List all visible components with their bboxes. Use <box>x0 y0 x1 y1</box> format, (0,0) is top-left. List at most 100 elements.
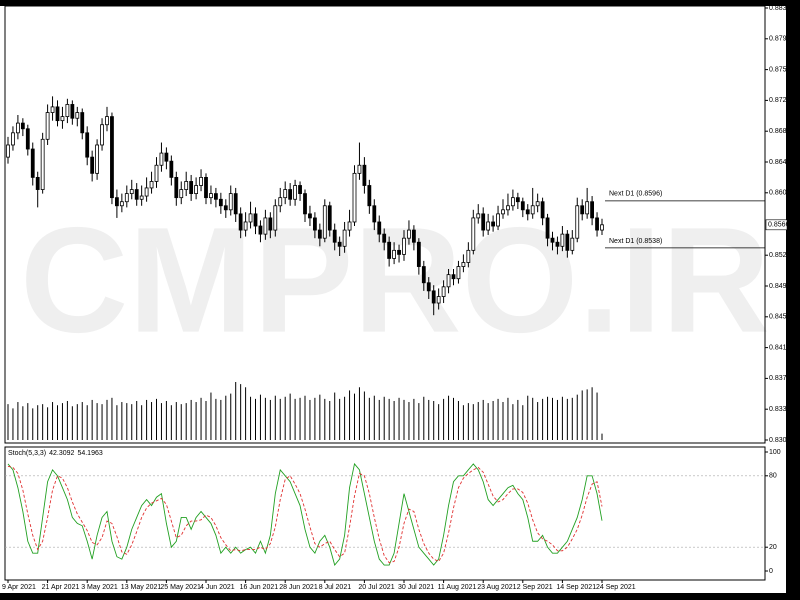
candle-body <box>268 217 273 231</box>
candle-body <box>204 176 208 199</box>
candle-body <box>312 217 317 231</box>
stoch-value: 54.1963 <box>77 450 102 457</box>
candle-body <box>476 213 481 219</box>
candle-body <box>20 122 25 130</box>
x-tick-label: 28 Jun 2021 <box>279 584 318 591</box>
candle-body <box>169 160 174 178</box>
candle-body <box>308 213 312 219</box>
background <box>0 6 786 593</box>
candle-body <box>407 229 411 239</box>
candle-body <box>80 112 85 134</box>
y-tick-label: 100 <box>769 449 781 456</box>
y-tick-label: 0.86440 <box>769 159 794 166</box>
candle-body <box>189 181 194 195</box>
candle-body <box>248 213 253 223</box>
candle-body <box>491 221 496 227</box>
candle-body <box>332 229 337 243</box>
candle-body <box>273 205 278 231</box>
y-tick-label: 0.83770 <box>769 375 794 382</box>
candle-body <box>278 197 283 207</box>
candle-body <box>243 221 248 231</box>
candle-body <box>164 152 169 162</box>
y-tick-label: 0.84150 <box>769 344 794 351</box>
candle-body <box>550 237 555 243</box>
y-tick-label: 80 <box>769 473 777 480</box>
candle-body <box>590 201 594 219</box>
candle-body <box>159 152 164 166</box>
x-tick-label: 2 Sep 2021 <box>517 584 553 591</box>
y-tick-label: 0 <box>769 568 773 575</box>
candle-body <box>496 213 500 227</box>
candle-body <box>327 205 332 231</box>
candle-body <box>258 225 263 235</box>
y-tick-label: 0.84530 <box>769 314 794 321</box>
candle-body <box>367 185 372 207</box>
y-tick-label: 0.87580 <box>769 66 794 73</box>
candle-body <box>218 198 223 207</box>
candle-body <box>426 282 431 292</box>
x-tick-label: 8 Jul 2021 <box>319 584 351 591</box>
candle-body <box>595 217 599 231</box>
candle-body <box>357 164 362 174</box>
candle-body <box>90 156 95 174</box>
candle-body <box>95 144 99 174</box>
candle-body <box>421 266 426 284</box>
candle-body <box>461 262 466 267</box>
candle-body <box>585 201 590 215</box>
candle-body <box>416 241 421 267</box>
y-tick-label: 0.83390 <box>769 406 794 413</box>
candle-body <box>228 193 233 211</box>
candle-body <box>115 197 119 207</box>
x-tick-label: 9 Apr 2021 <box>2 584 36 591</box>
candle-body <box>530 205 535 215</box>
candle-body <box>60 116 65 122</box>
candle-body <box>545 217 550 239</box>
candle-body <box>100 124 104 146</box>
candle-body <box>317 229 322 239</box>
candle-body <box>402 237 406 255</box>
candle-body <box>110 116 114 199</box>
candle-body <box>352 172 357 223</box>
candle-body <box>382 233 387 243</box>
candle-body <box>362 164 367 186</box>
stoch-title: Stoch(5,3,3) <box>8 450 46 457</box>
stoch-line <box>7 462 603 566</box>
candle-body <box>263 217 268 235</box>
candle-body <box>555 241 560 247</box>
candle-body <box>322 205 327 239</box>
candle-body <box>570 237 575 251</box>
candle-body <box>436 296 441 304</box>
candle-body <box>6 144 10 158</box>
candle-body <box>199 176 203 186</box>
candle-body <box>238 213 243 231</box>
candle-body <box>85 132 90 158</box>
candle-body <box>283 189 288 199</box>
candle-body <box>174 176 179 199</box>
candle-body <box>431 290 436 304</box>
candle-body <box>466 249 471 263</box>
x-tick-label: 21 Apr 2021 <box>42 584 80 591</box>
candle-body <box>75 112 80 119</box>
candle-body <box>575 205 580 239</box>
candle-body <box>565 233 570 251</box>
candle-body <box>293 185 298 200</box>
candle-body <box>30 148 35 178</box>
candle-body <box>70 104 75 119</box>
candle-body <box>184 181 189 190</box>
candle-body <box>510 197 515 207</box>
y-tick-label: 0.84910 <box>769 283 794 290</box>
y-tick-label: 0.86060 <box>769 190 794 197</box>
x-tick-label: 13 May 2021 <box>121 584 162 591</box>
stoch-value: 42.3092 <box>49 450 74 457</box>
candle-body <box>129 189 134 195</box>
candle-body <box>303 193 307 215</box>
candle-body <box>134 189 139 200</box>
candle-body <box>213 193 218 200</box>
x-tick-label: 4 Jun 2021 <box>200 584 235 591</box>
candle-body <box>506 205 510 211</box>
candle-body <box>233 193 238 215</box>
candle-body <box>288 189 293 200</box>
candle-body <box>486 221 491 231</box>
candle-body <box>481 213 486 231</box>
